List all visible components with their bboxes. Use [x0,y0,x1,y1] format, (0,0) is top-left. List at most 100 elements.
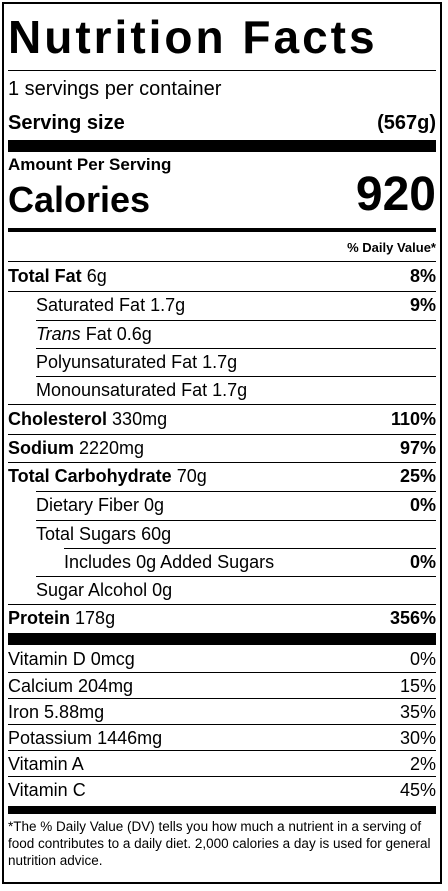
vitamin-dv: 15% [399,676,436,696]
nutrient-name: Total Carbohydrate [8,466,172,486]
vitamin-name: Calcium [8,676,74,696]
nutrient-name: Cholesterol [8,409,108,429]
vitamin-dv: 30% [399,728,436,748]
nutrient-amount: 0g [152,580,173,600]
nutrient-trans-fat: Trans Fat 0.6g [8,321,436,348]
nutrient-amount: 178g [75,608,116,628]
vitamin-amount: 204mg [78,676,134,696]
servings-per-container: 1 servings per container [8,78,222,100]
nutrient-name-prefix: Trans [36,324,81,344]
nutrient-dv: 97% [399,438,436,458]
vitamin-c: Vitamin C 45% [8,777,436,803]
vitamin-d: Vitamin D 0mcg 0% [8,646,436,672]
nutrient-saturated-fat: Saturated Fat 1.7g 9% [8,292,436,319]
serving-size-label: Serving size [8,112,125,134]
divider-medium [8,228,436,232]
nutrient-total-sugars: Total Sugars 60g [8,521,436,548]
nutrient-name: Sodium [8,438,74,458]
divider [8,291,436,292]
divider [36,520,436,521]
vitamin-name: Vitamin C [8,780,86,800]
divider [8,261,436,262]
nutrient-amount: 330mg [112,409,168,429]
label-title: Nutrition Facts [8,11,378,63]
nutrient-cholesterol: Cholesterol 330mg 110% [8,406,436,433]
divider [8,750,436,751]
nutrient-amount: 60g [141,524,172,544]
vitamin-name: Vitamin A [8,754,84,774]
divider [8,434,436,435]
divider [64,548,436,549]
divider [8,404,436,405]
divider [8,776,436,777]
vitamin-name: Iron [8,702,40,722]
nutrient-dv: 0% [409,495,436,515]
nutrient-name: Includes [64,552,132,572]
vitamin-amount: 0mcg [90,649,135,669]
nutrient-amount: 0g [144,495,165,515]
vitamin-amount: 1446mg [97,728,163,748]
nutrient-amount: 1.7g [150,295,186,315]
divider [36,576,436,577]
divider [36,491,436,492]
nutrient-amount: 1.7g [212,380,248,400]
nutrition-label: Nutrition Facts 1 servings per container… [2,2,442,884]
daily-value-header: % Daily Value* [347,240,436,255]
nutrient-name: Protein [8,608,71,628]
footnote: *The % Daily Value (DV) tells you how mu… [8,819,431,868]
divider-thick [8,140,436,152]
nutrient-protein: Protein 178g 356% [8,605,436,632]
vitamin-dv: 2% [409,754,436,774]
divider [8,604,436,605]
nutrient-amount: 0.6g [116,324,152,344]
divider [36,376,436,377]
nutrient-monounsaturated-fat: Monounsaturated Fat 1.7g [8,377,436,404]
vitamin-a: Vitamin A 2% [8,751,436,777]
nutrient-name: Dietary Fiber [36,495,140,515]
nutrient-dietary-fiber: Dietary Fiber 0g 0% [8,492,436,519]
nutrient-name: Monounsaturated Fat [36,380,208,400]
vitamin-name: Potassium [8,728,93,748]
nutrient-amount: 1.7g [202,352,238,372]
amount-per-serving: Amount Per Serving [8,155,172,174]
serving-size-row: Serving size (567g) [8,110,436,138]
nutrient-added-sugars: Includes 0g Added Sugars 0% [8,549,436,576]
nutrient-dv: 25% [399,466,436,486]
nutrient-dv: 9% [409,295,436,315]
serving-size-value: (567g) [377,112,436,134]
nutrient-name: Saturated Fat [36,295,146,315]
nutrient-total-fat: Total Fat 6g 8% [8,263,436,290]
iron: Iron 5.88mg 35% [8,699,436,725]
calories-label: Calories [8,179,151,220]
nutrient-dv: 0% [409,552,436,572]
nutrient-amount: 2220mg [79,438,145,458]
vitamin-amount: 5.88mg [44,702,105,722]
divider-thick [8,633,436,645]
nutrient-dv: 356% [389,608,436,628]
vitamin-name: Vitamin D [8,649,86,669]
divider-medium [8,806,436,814]
divider [8,698,436,699]
vitamin-dv: 45% [399,780,436,800]
nutrient-amount: 0g Added Sugars [136,552,275,572]
divider [8,672,436,673]
divider [8,462,436,463]
nutrient-dv: 8% [409,266,436,286]
nutrient-sodium: Sodium 2220mg 97% [8,435,436,462]
nutrient-amount: 70g [176,466,207,486]
nutrient-amount: 6g [86,266,107,286]
nutrient-name: Sugar Alcohol [36,580,148,600]
potassium: Potassium 1446mg 30% [8,725,436,751]
vitamin-dv: 0% [409,649,436,669]
calories-value: 920 [355,168,436,221]
nutrient-sugar-alcohol: Sugar Alcohol 0g [8,577,436,604]
divider [36,320,436,321]
calcium: Calcium 204mg 15% [8,673,436,699]
divider [36,348,436,349]
nutrient-name: Polyunsaturated Fat [36,352,198,372]
nutrient-dv: 110% [390,409,436,429]
nutrient-name: Total Fat [8,266,82,286]
divider [8,70,436,71]
vitamin-dv: 35% [399,702,436,722]
nutrient-name: Total Sugars [36,524,137,544]
